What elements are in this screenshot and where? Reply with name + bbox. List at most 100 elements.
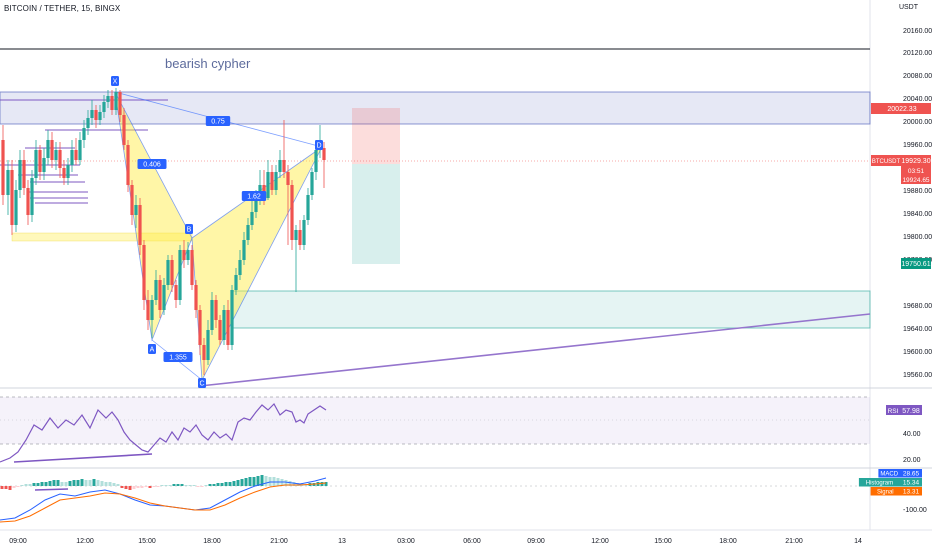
candle-body[interactable] (30, 178, 34, 215)
candle-body[interactable] (102, 102, 106, 112)
candle-body[interactable] (158, 280, 162, 310)
candle-body[interactable] (26, 188, 30, 215)
candles[interactable] (1, 88, 326, 375)
rsi-trend-line[interactable] (13, 453, 153, 463)
candle-body[interactable] (94, 110, 98, 120)
candle-body[interactable] (314, 150, 318, 172)
signal-line[interactable] (0, 482, 327, 523)
candle-body[interactable] (198, 310, 202, 345)
candle-body[interactable] (10, 170, 14, 225)
candle-body[interactable] (114, 92, 118, 110)
candle-body[interactable] (150, 300, 154, 320)
rsi-pane[interactable]: RSI 57.98 40.00 20.00 (0, 396, 922, 464)
candle-body[interactable] (178, 250, 182, 300)
candle-body[interactable] (78, 140, 82, 160)
candle-body[interactable] (174, 285, 178, 300)
candle-body[interactable] (54, 150, 58, 160)
demand-zone[interactable] (231, 290, 871, 329)
candle-body[interactable] (42, 158, 46, 172)
candle-body[interactable] (18, 160, 22, 190)
symbol-title[interactable]: BITCOIN / TETHER, 15, BINGX (4, 4, 121, 13)
candle-body[interactable] (218, 320, 222, 340)
rsi-line[interactable] (0, 403, 327, 463)
candle-body[interactable] (242, 240, 246, 260)
position-target-area[interactable] (352, 164, 400, 264)
candle-body[interactable] (278, 160, 282, 172)
candle-body[interactable] (270, 172, 274, 190)
candle-body[interactable] (118, 92, 122, 115)
candle-body[interactable] (22, 160, 26, 188)
candle-body[interactable] (310, 172, 314, 195)
candle-body[interactable] (58, 150, 62, 168)
candle-body[interactable] (50, 140, 54, 160)
candle-body[interactable] (230, 290, 234, 345)
candle-body[interactable] (306, 195, 310, 220)
time-axis[interactable]: 09:00 12:00 15:00 18:00 21:00 13 03:00 06:00 09:… (9, 538, 862, 545)
pattern-name-label[interactable]: bearish cypher (165, 56, 251, 71)
candle-body[interactable] (134, 205, 138, 215)
candle-body[interactable] (106, 96, 110, 102)
candle-body[interactable] (182, 250, 186, 260)
candle-body[interactable] (282, 160, 286, 172)
candle-body[interactable] (202, 345, 206, 360)
resistance-zone[interactable] (0, 91, 871, 125)
candle-body[interactable] (138, 205, 142, 245)
candle-body[interactable] (190, 250, 194, 285)
candle-body[interactable] (246, 225, 250, 240)
candle-body[interactable] (214, 300, 218, 320)
candle-body[interactable] (98, 112, 102, 120)
candle-body[interactable] (294, 230, 298, 240)
candle-body[interactable] (82, 128, 86, 140)
candle-body[interactable] (62, 168, 66, 178)
candle-body[interactable] (170, 260, 174, 285)
macd-trend-line[interactable] (34, 488, 69, 491)
candle-body[interactable] (266, 172, 270, 198)
candle-body[interactable] (90, 110, 94, 118)
candle-body[interactable] (254, 200, 258, 212)
candle-body[interactable] (122, 115, 126, 145)
candle-body[interactable] (234, 275, 238, 290)
candle-body[interactable] (130, 185, 134, 215)
candle-body[interactable] (70, 150, 74, 165)
candle-body[interactable] (110, 96, 114, 110)
pattern-point-d: D (316, 143, 321, 150)
candle-body[interactable] (34, 150, 38, 178)
candle-body[interactable] (226, 310, 230, 345)
candle-body[interactable] (74, 150, 78, 160)
candle-body[interactable] (210, 300, 214, 330)
candle-body[interactable] (86, 118, 90, 128)
candle-body[interactable] (298, 230, 302, 245)
candle-body[interactable] (222, 310, 226, 340)
candle-body[interactable] (250, 212, 254, 225)
candle-body[interactable] (302, 220, 306, 245)
trend-line[interactable] (199, 313, 871, 387)
candle-body[interactable] (1, 140, 5, 195)
candle-body[interactable] (206, 330, 210, 360)
position-stop-area[interactable] (352, 108, 400, 164)
yellow-band[interactable] (11, 232, 193, 242)
candle-body[interactable] (46, 140, 50, 158)
candle-body[interactable] (126, 145, 130, 185)
candle-body[interactable] (146, 300, 150, 320)
price-tick: 19560.00 (903, 372, 932, 379)
candle-body[interactable] (154, 280, 158, 300)
candle-body[interactable] (274, 172, 278, 190)
candle-body[interactable] (238, 260, 242, 275)
candle-body[interactable] (6, 170, 10, 195)
price-axis[interactable]: 20160.00 20120.00 20080.00 20040.00 20000.00… (903, 28, 932, 379)
candle-body[interactable] (38, 150, 42, 172)
candle-body[interactable] (142, 245, 146, 300)
candle-body[interactable] (194, 285, 198, 310)
candle-body[interactable] (14, 190, 18, 225)
candle-body[interactable] (322, 148, 326, 160)
candle-body[interactable] (66, 165, 70, 178)
time-tick: 06:00 (463, 538, 481, 545)
candle-body[interactable] (162, 285, 166, 310)
candle-body[interactable] (186, 250, 190, 260)
candle-body[interactable] (290, 185, 294, 240)
macd-pane[interactable]: MACD 28.65 Histogram 15.34 Signal 13.31 -100.… (0, 469, 927, 523)
candle-body[interactable] (286, 172, 290, 185)
candle-body[interactable] (166, 260, 170, 285)
